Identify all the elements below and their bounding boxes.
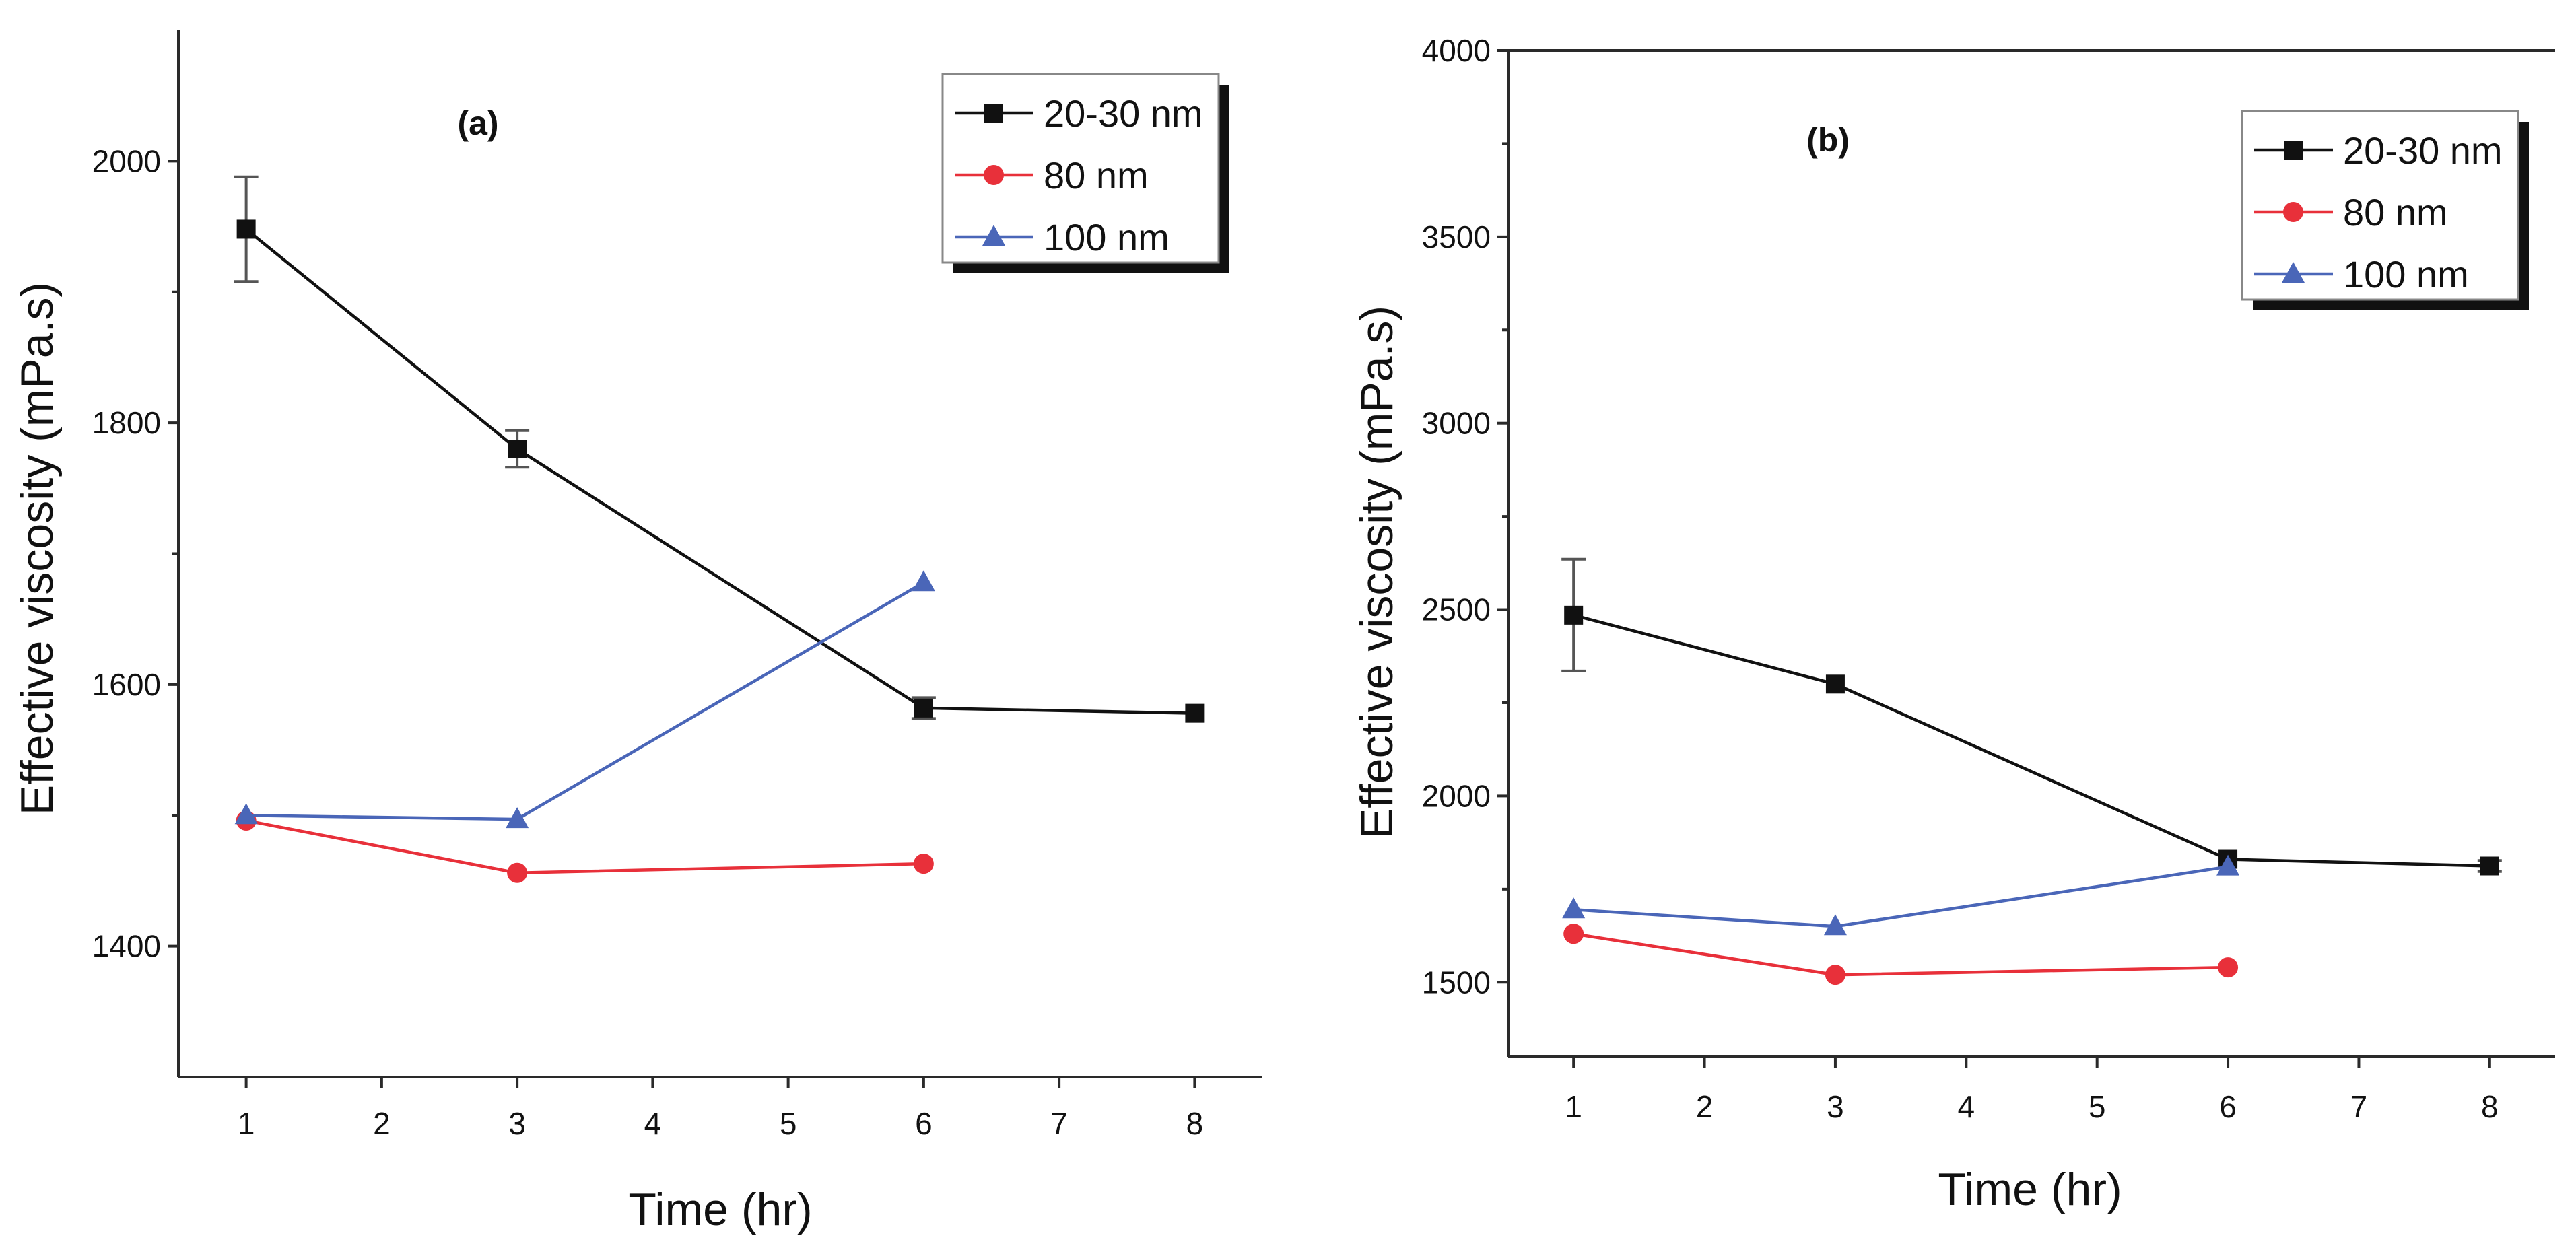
panel-a-y-tick-label: 1400 bbox=[92, 929, 161, 964]
panel-a-y-tick-label: 1600 bbox=[92, 667, 161, 702]
panel-a-x-tick-label: 3 bbox=[508, 1106, 526, 1141]
panel-a-series-line-80-nm bbox=[246, 819, 924, 875]
panel-b-legend-marker-80-nm bbox=[2283, 202, 2303, 222]
panel-b-x-tick-label: 1 bbox=[1565, 1089, 1582, 1124]
panel-b-legend-label-20-30-nm: 20-30 nm bbox=[2343, 129, 2503, 172]
panel-b-y-tick-label: 3000 bbox=[1422, 406, 1491, 441]
panel-b-y-axis-title: Effective viscosity (mPa.s) bbox=[1351, 306, 1402, 839]
panel-b-legend-marker-20-30-nm bbox=[2284, 141, 2303, 160]
panel-a-point-100-nm bbox=[912, 570, 935, 592]
panel-a-x-tick-label: 8 bbox=[1186, 1106, 1204, 1141]
panel-a-legend-label-100-nm: 100 nm bbox=[1044, 216, 1170, 258]
panel-b-legend-label-80-nm: 80 nm bbox=[2343, 191, 2448, 234]
panel-b-legend-label-100-nm: 100 nm bbox=[2343, 253, 2469, 296]
panel-a-y-axis-title: Effective viscosity (mPa.s) bbox=[11, 282, 63, 815]
panel-a-legend-label-80-nm: 80 nm bbox=[1044, 154, 1149, 197]
panel-a-point-100-nm bbox=[234, 803, 258, 825]
panel-b-y-tick-label: 3500 bbox=[1422, 219, 1491, 254]
panel-b-y-tick-label: 2500 bbox=[1422, 592, 1491, 627]
panel-b-x-tick-label: 4 bbox=[1958, 1089, 1975, 1124]
panel-b-point-100-nm bbox=[2216, 854, 2240, 876]
panel-a-legend-marker-80-nm bbox=[984, 165, 1004, 185]
panel-a-y-tick-label: 1800 bbox=[92, 405, 161, 440]
panel-a-x-tick-label: 2 bbox=[373, 1106, 391, 1141]
panel-b-x-axis-title: Time (hr) bbox=[1938, 1164, 2122, 1215]
panel-b-y-tick-label: 4000 bbox=[1422, 33, 1491, 68]
panel-a-series-line-100-nm bbox=[246, 581, 925, 821]
panel-b-x-tick-label: 3 bbox=[1827, 1089, 1844, 1124]
panel-b-label: (b) bbox=[1806, 121, 1850, 159]
panel-a-point-20-30-nm bbox=[508, 440, 527, 458]
panel-a-y-tick-label: 2000 bbox=[92, 143, 161, 178]
panel-a-point-80-nm bbox=[507, 862, 528, 883]
panel-a-x-tick-label: 5 bbox=[780, 1106, 797, 1141]
panel-a-legend-label-20-30-nm: 20-30 nm bbox=[1044, 92, 1203, 135]
panel-b-x-tick-label: 6 bbox=[2219, 1089, 2237, 1124]
panel-a-legend-marker-100-nm bbox=[982, 225, 1005, 246]
panel-b-x-tick-label: 2 bbox=[1696, 1089, 1714, 1124]
panel-b-point-20-30-nm bbox=[1564, 605, 1584, 625]
panel-b-chart: (b) Time (hr) Effective viscosity (mPa.s… bbox=[1351, 33, 2555, 1215]
panel-a-x-tick-label: 1 bbox=[238, 1106, 255, 1141]
panel-a-point-20-30-nm bbox=[914, 698, 933, 718]
panel-b-y-tick-label: 1500 bbox=[1422, 965, 1491, 1000]
panel-b-point-100-nm bbox=[1823, 914, 1847, 936]
panel-b-series-line-20-30-nm bbox=[1573, 613, 2490, 868]
panel-a-point-80-nm bbox=[913, 854, 934, 874]
panel-a-label: (a) bbox=[457, 104, 498, 142]
panel-b-series-line-100-nm bbox=[1573, 865, 2229, 928]
panel-a-x-tick-label: 4 bbox=[644, 1106, 662, 1141]
panel-b-legend-marker-100-nm bbox=[2282, 262, 2305, 283]
panel-a-series-line-20-30-nm bbox=[245, 228, 1195, 715]
panel-a-point-20-30-nm bbox=[236, 219, 256, 239]
panel-b-point-20-30-nm bbox=[2480, 856, 2499, 876]
panel-b-x-tick-label: 7 bbox=[2350, 1089, 2368, 1124]
panel-a-x-tick-label: 6 bbox=[915, 1106, 933, 1141]
panel-b-y-tick-label: 2000 bbox=[1422, 778, 1491, 813]
panel-b-point-80-nm bbox=[2218, 957, 2239, 978]
panel-a-chart: (a) Time (hr) Effective viscosity (mPa.s… bbox=[11, 30, 1262, 1235]
panel-b-x-tick-label: 8 bbox=[2481, 1089, 2499, 1124]
panel-a-point-100-nm bbox=[506, 807, 529, 829]
panel-b-point-80-nm bbox=[1563, 924, 1584, 944]
panel-a-point-20-30-nm bbox=[1185, 703, 1205, 723]
panel-a-legend-marker-20-30-nm bbox=[984, 104, 1003, 123]
panel-b-series-line-80-nm bbox=[1573, 932, 2229, 977]
panel-b-point-20-30-nm bbox=[1825, 674, 1845, 694]
panel-a-x-axis-title: Time (hr) bbox=[628, 1184, 812, 1235]
panel-a-x-tick-label: 7 bbox=[1050, 1106, 1068, 1141]
panel-b-x-tick-label: 5 bbox=[2089, 1089, 2106, 1124]
panel-b-point-100-nm bbox=[1562, 897, 1586, 919]
panel-b-point-80-nm bbox=[1825, 965, 1845, 985]
